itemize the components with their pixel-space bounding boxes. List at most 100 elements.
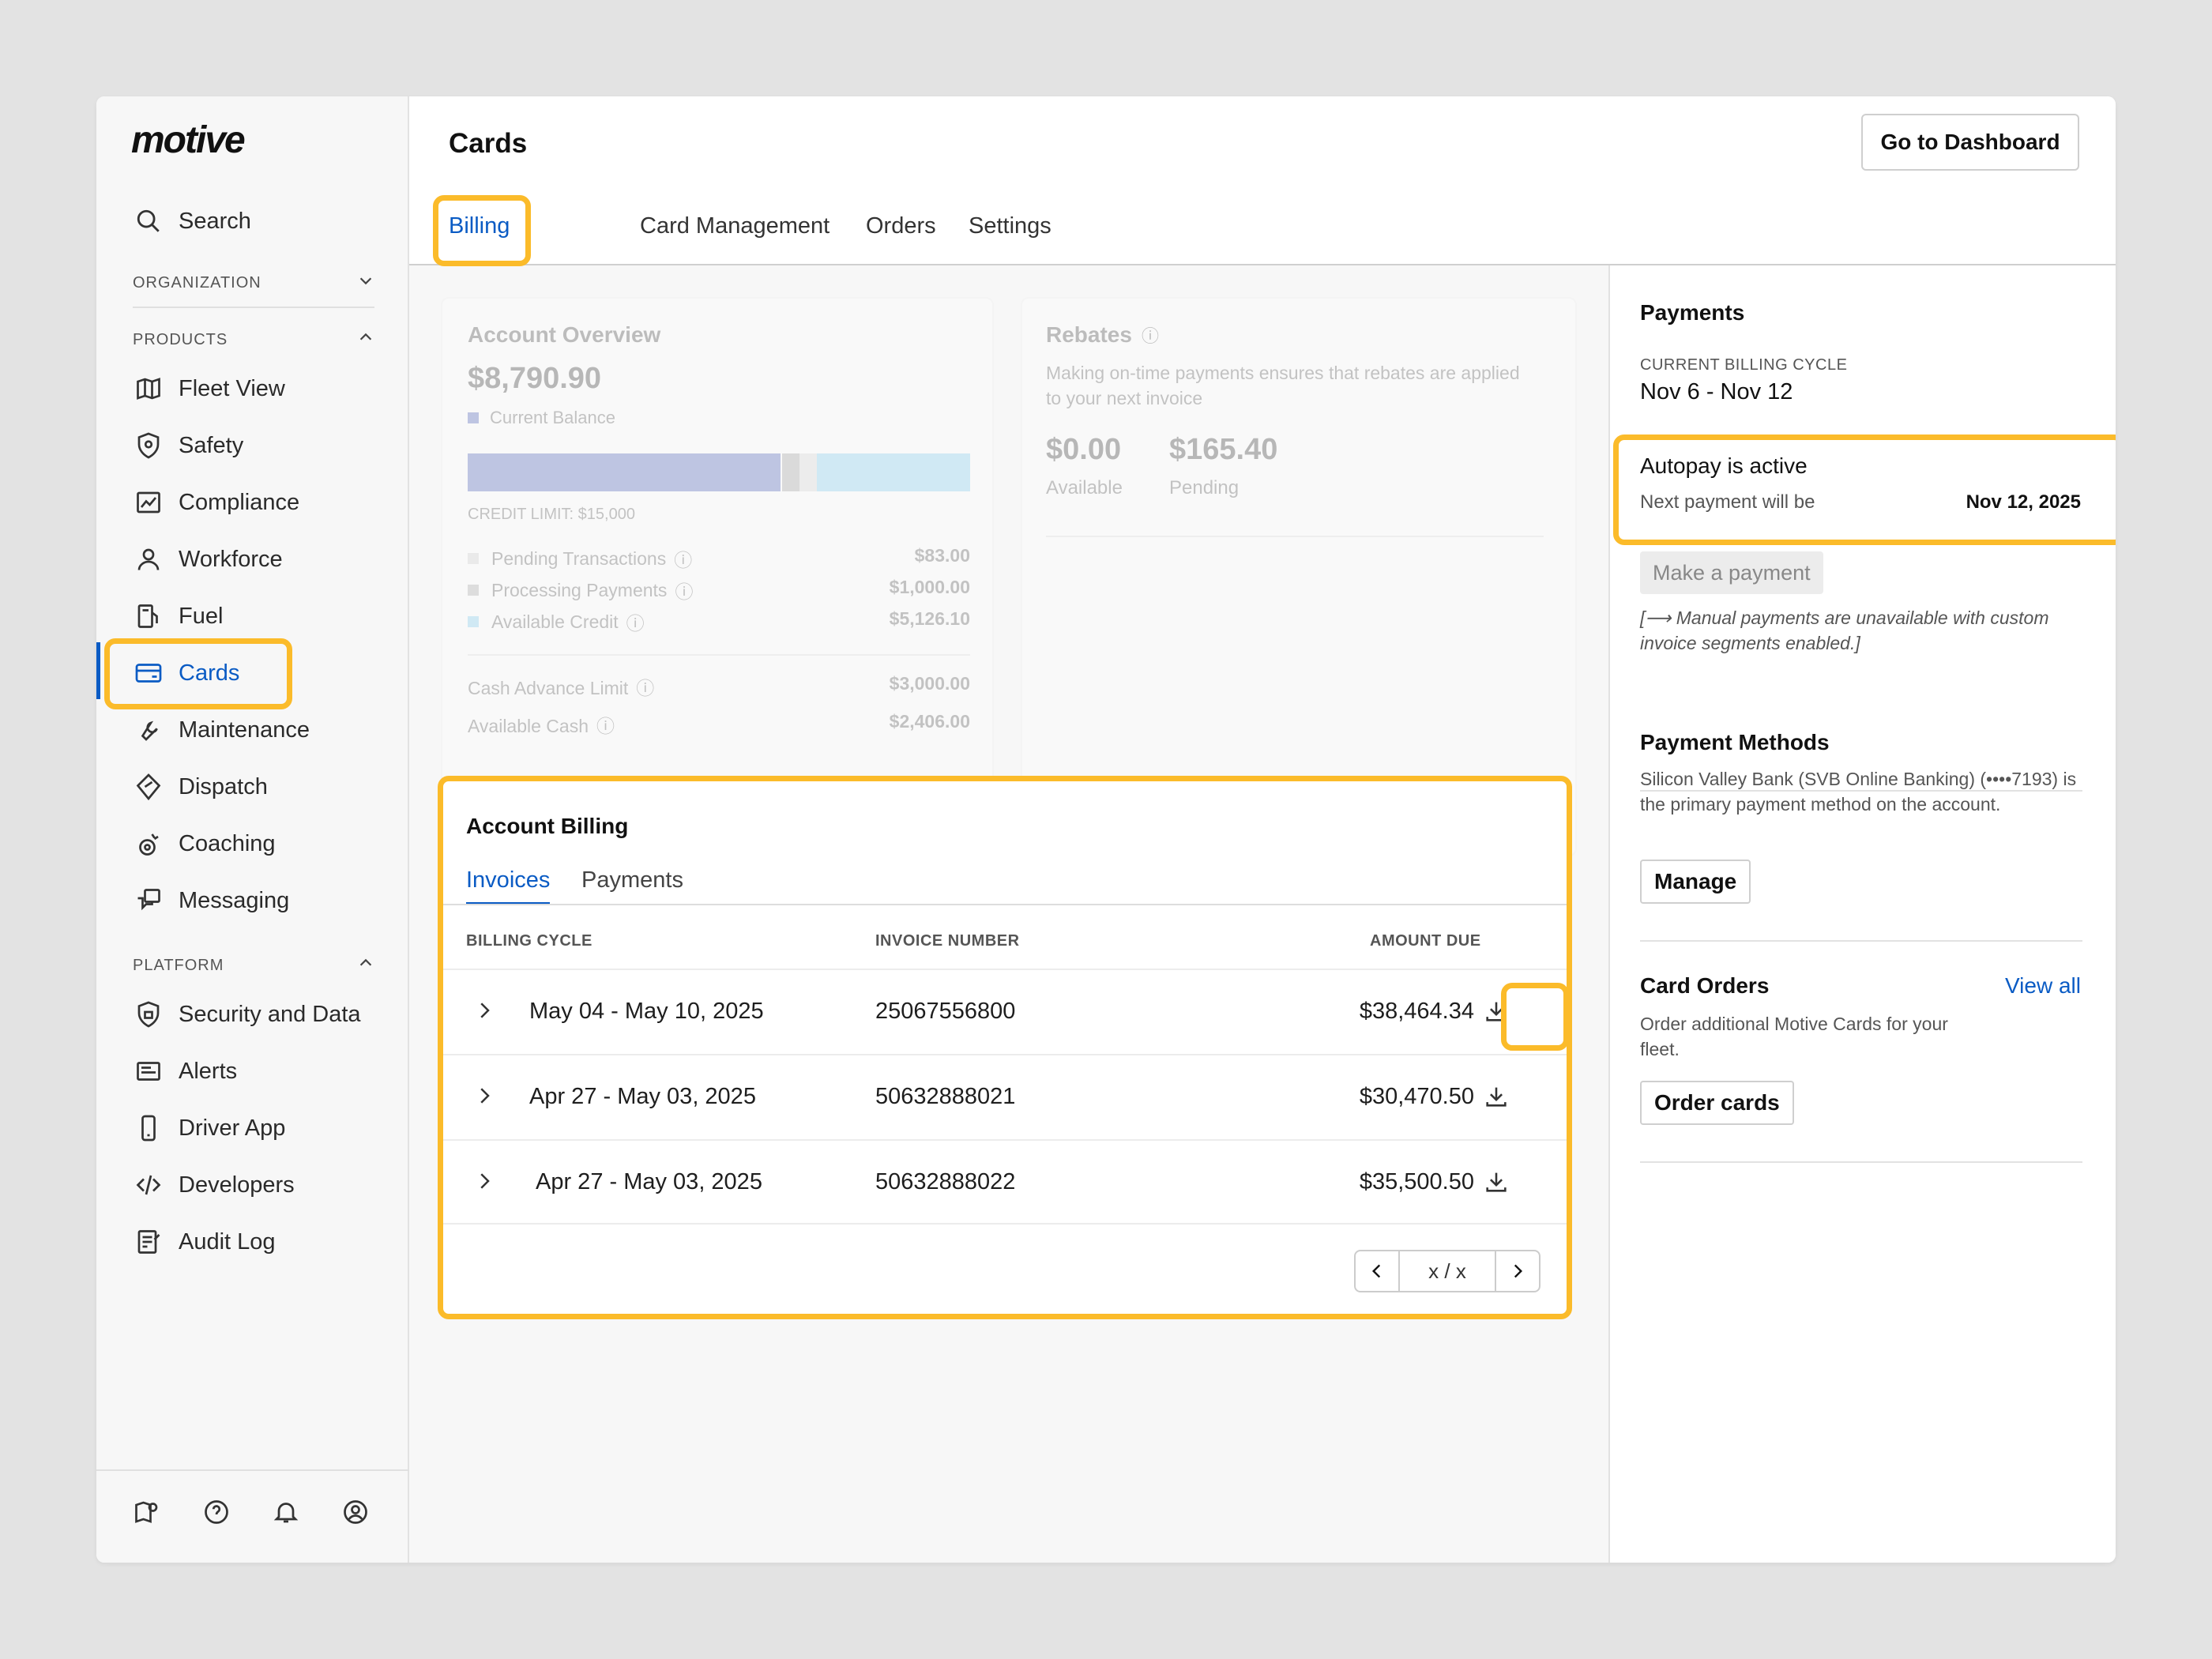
wrench-icon: [133, 714, 164, 746]
order-cards-button[interactable]: Order cards: [1640, 1081, 1794, 1125]
user-account-icon[interactable]: [340, 1496, 371, 1528]
chevron-right-icon[interactable]: [472, 1169, 496, 1193]
sidebar-item-label: Messaging: [179, 887, 290, 913]
previous-page-button[interactable]: [1356, 1251, 1400, 1291]
chevron-right-icon[interactable]: [472, 1084, 496, 1108]
amount-due-cell: $30,470.50: [1359, 1084, 1474, 1109]
billing-cycle-cell: Apr 27 - May 03, 2025: [536, 1169, 762, 1194]
sidebar-item-security[interactable]: Security and Data: [133, 992, 386, 1036]
products-section[interactable]: PRODUCTS: [133, 329, 374, 351]
sidebar-item-driver-app[interactable]: Driver App: [133, 1106, 386, 1150]
tab-payments[interactable]: Payments: [581, 867, 683, 893]
manual-payment-note: [⟶ Manual payments are unavailable with …: [1640, 608, 2049, 653]
invoice-number-cell: 50632888022: [875, 1169, 1016, 1194]
sidebar-item-alerts[interactable]: Alerts: [133, 1049, 386, 1093]
manage-button[interactable]: Manage: [1640, 860, 1751, 904]
table-row[interactable]: Apr 27 - May 03, 2025 50632888022 $35,50…: [441, 1139, 1569, 1224]
motive-logo[interactable]: motive: [131, 119, 246, 161]
sidebar-item-label: Maintenance: [179, 717, 310, 743]
credit-card-icon: [133, 657, 164, 689]
next-payment-label: Next payment will be: [1640, 491, 1815, 513]
platform-section[interactable]: PLATFORM: [133, 954, 374, 976]
bar-used: [468, 453, 781, 491]
tab-orders[interactable]: Orders: [866, 213, 936, 239]
map-pin-icon[interactable]: [131, 1496, 163, 1528]
row-label: Cash Advance Limit: [468, 678, 629, 698]
chevron-up-icon: [357, 329, 374, 351]
divider: [1640, 790, 2082, 792]
invoice-number-cell: 50632888021: [875, 1084, 1016, 1109]
sidebar-item-cards[interactable]: Cards: [133, 651, 386, 695]
chevron-up-icon: [357, 954, 374, 976]
info-icon[interactable]: ⓘ: [1141, 326, 1159, 346]
payment-methods-title: Payment Methods: [1640, 730, 1830, 754]
info-icon[interactable]: ⓘ: [626, 613, 645, 634]
bell-icon[interactable]: [270, 1496, 302, 1528]
account-billing-card: Account Billing Invoices Payments BILLIN…: [441, 779, 1569, 1316]
divider: [1046, 536, 1544, 537]
rebates-pending-value: $165.40: [1169, 433, 1278, 466]
sidebar-item-fleet-view[interactable]: Fleet View: [133, 367, 386, 411]
phone-icon: [133, 1112, 164, 1144]
lock-shield-icon: [133, 999, 164, 1030]
available-credit-row: Available Credit ⓘ $5,126.10: [468, 608, 970, 635]
info-icon[interactable]: ⓘ: [675, 581, 694, 602]
sidebar-item-developers[interactable]: Developers: [133, 1163, 386, 1207]
row-value: $1,000.00: [889, 577, 970, 597]
tab-settings[interactable]: Settings: [969, 213, 1051, 239]
download-icon[interactable]: [1474, 1160, 1518, 1204]
sidebar-item-messaging[interactable]: Messaging: [133, 878, 386, 923]
info-icon[interactable]: ⓘ: [636, 678, 655, 698]
payments-panel: Payments CURRENT BILLING CYCLE Nov 6 - N…: [1608, 265, 2116, 1563]
active-indicator: [96, 642, 100, 699]
sidebar-item-compliance[interactable]: Compliance: [133, 480, 386, 525]
tab-invoices[interactable]: Invoices: [466, 867, 551, 893]
info-icon[interactable]: ⓘ: [674, 550, 693, 570]
next-payment-date: Nov 12, 2025: [1966, 491, 2081, 513]
table-row[interactable]: Apr 27 - May 03, 2025 50632888021 $30,47…: [441, 1054, 1569, 1139]
go-to-dashboard-button[interactable]: Go to Dashboard: [1861, 114, 2079, 171]
credit-usage-bar: [468, 453, 970, 491]
search-item[interactable]: Search: [133, 199, 386, 243]
sidebar-item-label: Developers: [179, 1172, 295, 1198]
platform-label: PLATFORM: [133, 956, 224, 974]
make-payment-button[interactable]: Make a payment: [1640, 551, 1823, 594]
highlight-cards-item: [104, 638, 292, 709]
info-icon[interactable]: ⓘ: [596, 716, 615, 736]
sidebar-item-audit-log[interactable]: Audit Log: [133, 1220, 386, 1264]
page-header: Cards Go to Dashboard Billing Card Manag…: [409, 96, 2116, 265]
chevron-down-icon: [357, 272, 374, 294]
sidebar: motive Search ORGANIZATION PRODUCTS Flee…: [96, 96, 409, 1563]
chevron-right-icon[interactable]: [472, 999, 496, 1022]
code-icon: [133, 1169, 164, 1201]
sidebar-item-label: Security and Data: [179, 1001, 361, 1027]
sidebar-footer: [131, 1496, 371, 1528]
billing-cycle-label: CURRENT BILLING CYCLE: [1640, 356, 1848, 374]
rebates-available-value: $0.00: [1046, 433, 1122, 466]
tab-card-management[interactable]: Card Management: [640, 213, 830, 239]
sidebar-item-dispatch[interactable]: Dispatch: [133, 765, 386, 809]
sidebar-item-fuel[interactable]: Fuel: [133, 594, 386, 638]
coaching-icon: [133, 828, 164, 860]
help-icon[interactable]: [201, 1496, 232, 1528]
payment-methods-text: Silicon Valley Bank (SVB Online Banking)…: [1640, 769, 2077, 814]
table-row[interactable]: May 04 - May 10, 2025 25067556800 $38,46…: [441, 969, 1569, 1054]
cash-advance-limit-row: Cash Advance Limit ⓘ $3,000.00: [468, 673, 970, 700]
organization-section[interactable]: ORGANIZATION: [133, 272, 374, 294]
invoice-number-cell: 25067556800: [875, 999, 1016, 1024]
next-page-button[interactable]: [1495, 1251, 1539, 1291]
account-billing-title: Account Billing: [466, 814, 629, 838]
tab-billing[interactable]: Billing: [449, 213, 510, 239]
products-label: PRODUCTS: [133, 330, 228, 348]
rebates-available-label: Available: [1046, 477, 1123, 498]
sidebar-item-maintenance[interactable]: Maintenance: [133, 708, 386, 752]
sidebar-item-safety[interactable]: Safety: [133, 423, 386, 468]
view-all-link[interactable]: View all: [2005, 973, 2081, 998]
divider: [468, 654, 970, 656]
page-title: Cards: [449, 128, 528, 159]
download-icon[interactable]: [1474, 1074, 1518, 1119]
row-label: Available Cash: [468, 716, 589, 736]
sidebar-item-workforce[interactable]: Workforce: [133, 537, 386, 581]
sidebar-item-coaching[interactable]: Coaching: [133, 822, 386, 866]
highlight-download: [1501, 983, 1569, 1051]
